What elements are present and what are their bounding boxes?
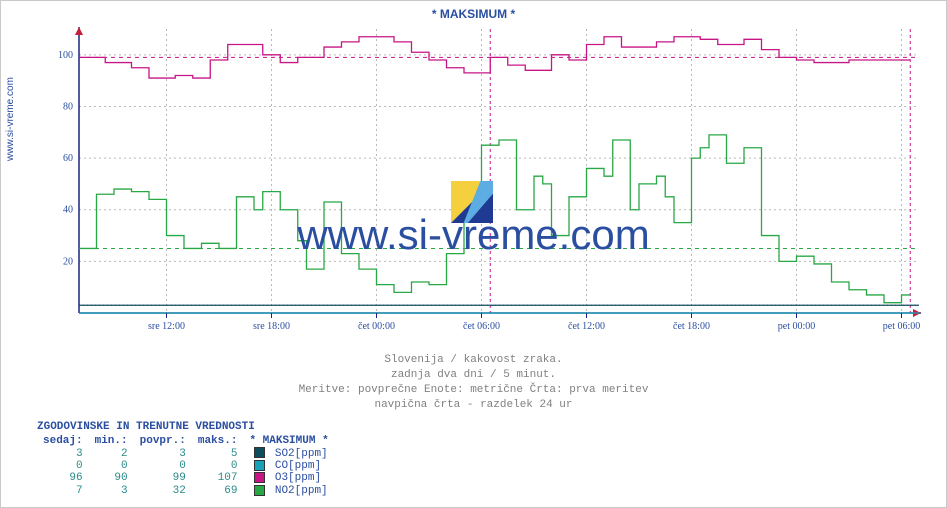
chart-plot: 20406080100sre 12:00sre 18:00čet 00:00če… <box>49 25 929 335</box>
legend-val-sedaj: 96 <box>37 472 89 484</box>
svg-text:sre 12:00: sre 12:00 <box>148 321 185 332</box>
legend-title: ZGODOVINSKE IN TRENUTNE VREDNOSTI <box>37 421 335 433</box>
svg-text:60: 60 <box>63 153 73 164</box>
legend-val-maks: 69 <box>192 485 244 497</box>
legend-series-label: O3[ppm] <box>269 472 335 484</box>
legend-row: 0000CO[ppm] <box>37 460 335 472</box>
legend-val-maks: 5 <box>192 447 244 459</box>
chart-caption: Slovenija / kakovost zraka. zadnja dva d… <box>1 353 946 412</box>
caption-line: Slovenija / kakovost zraka. <box>1 353 946 368</box>
legend-col-maks: maks.: <box>192 435 244 447</box>
caption-line: navpična črta - razdelek 24 ur <box>1 398 946 413</box>
legend-col-povpr: povpr.: <box>134 435 192 447</box>
svg-text:pet 06:00: pet 06:00 <box>883 321 921 332</box>
legend-val-povpr: 3 <box>134 447 192 459</box>
legend-val-povpr: 0 <box>134 460 192 472</box>
legend: ZGODOVINSKE IN TRENUTNE VREDNOSTI sedaj:… <box>37 421 335 497</box>
legend-col-series: * MAKSIMUM * <box>243 435 334 447</box>
y-axis-outer-label: www.si-vreme.com <box>5 77 16 161</box>
legend-swatch <box>243 447 268 459</box>
svg-text:100: 100 <box>58 50 73 61</box>
svg-text:pet 00:00: pet 00:00 <box>778 321 816 332</box>
svg-text:sre 18:00: sre 18:00 <box>253 321 290 332</box>
legend-val-povpr: 99 <box>134 472 192 484</box>
legend-series-label: CO[ppm] <box>269 460 335 472</box>
watermark-text: www.si-vreme.com <box>1 211 946 259</box>
legend-val-sedaj: 7 <box>37 485 89 497</box>
legend-header-row: sedaj: min.: povpr.: maks.: * MAKSIMUM * <box>37 435 335 447</box>
svg-text:80: 80 <box>63 101 73 112</box>
legend-row: 733269 NO2[ppm] <box>37 485 335 497</box>
chart-title: * MAKSIMUM * <box>1 7 946 21</box>
svg-text:čet 06:00: čet 06:00 <box>463 321 500 332</box>
legend-col-min: min.: <box>89 435 134 447</box>
legend-col-sedaj: sedaj: <box>37 435 89 447</box>
legend-val-sedaj: 3 <box>37 447 89 459</box>
legend-val-sedaj: 0 <box>37 460 89 472</box>
svg-text:čet 00:00: čet 00:00 <box>358 321 395 332</box>
legend-val-maks: 107 <box>192 472 244 484</box>
legend-swatch <box>243 460 268 472</box>
svg-text:čet 12:00: čet 12:00 <box>568 321 605 332</box>
legend-val-min: 2 <box>89 447 134 459</box>
legend-swatch <box>243 472 268 484</box>
legend-val-min: 0 <box>89 460 134 472</box>
legend-series-label: SO2[ppm] <box>269 447 335 459</box>
legend-swatch <box>243 485 268 497</box>
caption-line: zadnja dva dni / 5 minut. <box>1 368 946 383</box>
legend-val-povpr: 32 <box>134 485 192 497</box>
legend-table: sedaj: min.: povpr.: maks.: * MAKSIMUM *… <box>37 435 335 497</box>
legend-val-min: 3 <box>89 485 134 497</box>
svg-text:čet 18:00: čet 18:00 <box>673 321 710 332</box>
legend-val-maks: 0 <box>192 460 244 472</box>
legend-row: 969099107 O3[ppm] <box>37 472 335 484</box>
legend-series-label: NO2[ppm] <box>269 485 335 497</box>
caption-line: Meritve: povprečne Enote: metrične Črta:… <box>1 383 946 398</box>
legend-val-min: 90 <box>89 472 134 484</box>
legend-row: 3235SO2[ppm] <box>37 447 335 459</box>
